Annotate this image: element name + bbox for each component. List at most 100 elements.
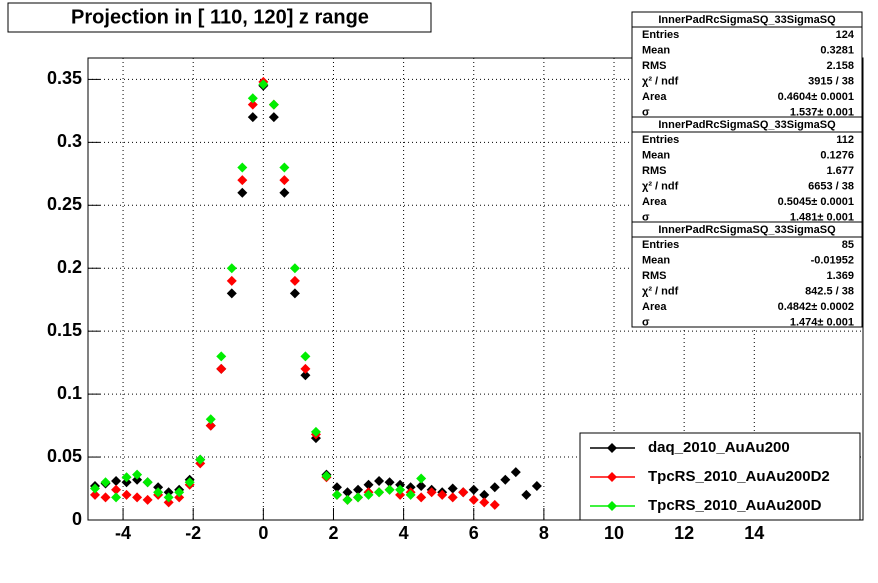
stats-value: -0.01952 <box>811 254 854 266</box>
data-point <box>142 477 153 488</box>
data-point <box>111 492 122 503</box>
data-point <box>416 492 427 503</box>
data-point <box>132 492 143 503</box>
data-point <box>163 487 174 498</box>
stats-label: Mean <box>642 149 670 161</box>
data-point <box>268 112 279 123</box>
data-point <box>247 112 258 123</box>
stats-value: 1.369 <box>826 270 854 282</box>
y-tick-label: 0.25 <box>47 194 82 214</box>
title-box <box>7 2 432 33</box>
data-point <box>247 93 258 104</box>
data-point <box>289 263 300 274</box>
stats-label: Mean <box>642 254 670 266</box>
x-tick-label: 6 <box>469 523 479 543</box>
data-point <box>247 99 258 110</box>
stats-label: χ² / ndf <box>642 180 679 192</box>
data-point <box>279 175 290 186</box>
data-point <box>405 489 416 500</box>
data-point <box>153 487 164 498</box>
data-point <box>395 484 406 495</box>
data-point <box>489 499 500 510</box>
data-point <box>405 482 416 493</box>
stats-label: Mean <box>642 44 670 56</box>
stats-value: 1.537± 0.001 <box>790 106 854 118</box>
data-point <box>531 481 542 492</box>
data-point <box>279 162 290 173</box>
data-point <box>174 492 185 503</box>
stats-label: σ <box>642 211 650 223</box>
data-point <box>342 494 353 505</box>
stats-label: Entries <box>642 29 679 41</box>
x-tick-label: 10 <box>604 523 624 543</box>
data-point <box>331 489 342 500</box>
data-point <box>374 475 385 486</box>
data-point <box>363 479 374 490</box>
data-point <box>226 288 237 299</box>
y-tick-label: 0.2 <box>57 257 82 277</box>
data-point <box>268 99 279 110</box>
y-tick-label: 0.05 <box>47 446 82 466</box>
data-point <box>300 351 311 362</box>
stats-label: σ <box>642 106 650 118</box>
data-point <box>289 288 300 299</box>
y-tick-label: 0 <box>72 509 82 529</box>
data-point <box>216 363 227 374</box>
y-tick-label: 0.15 <box>47 320 82 340</box>
data-point <box>279 187 290 198</box>
x-tick-label: 8 <box>539 523 549 543</box>
data-point <box>300 363 311 374</box>
data-point <box>237 187 248 198</box>
data-point <box>510 467 521 478</box>
y-tick-label: 0.1 <box>57 383 82 403</box>
x-tick-label: 14 <box>744 523 764 543</box>
data-point <box>163 497 174 508</box>
x-tick-label: -2 <box>185 523 201 543</box>
data-point <box>111 475 122 486</box>
data-point <box>363 489 374 500</box>
data-point <box>416 473 427 484</box>
data-point <box>132 474 143 485</box>
data-point <box>205 420 216 431</box>
legend-label: daq_2010_AuAu200 <box>648 439 790 456</box>
data-point <box>395 489 406 500</box>
stats-value: 3915 / 38 <box>808 75 854 87</box>
stats-label: χ² / ndf <box>642 75 679 87</box>
data-point <box>437 489 448 500</box>
data-point <box>163 492 174 503</box>
stats-value: 0.3281 <box>820 44 854 56</box>
stats-box <box>631 221 863 328</box>
data-point <box>121 472 132 483</box>
data-point <box>111 484 122 495</box>
data-point <box>226 263 237 274</box>
stats-value: 0.1276 <box>820 149 854 161</box>
chart-title: Projection in [ 110, 120] z range <box>71 6 369 28</box>
data-point <box>100 477 111 488</box>
data-point <box>489 482 500 493</box>
data-point <box>300 370 311 381</box>
stats-label: Area <box>642 91 667 103</box>
legend-marker <box>607 443 617 453</box>
data-point <box>142 494 153 505</box>
data-point <box>458 487 469 498</box>
data-point <box>153 482 164 493</box>
stats-value: 842.5 / 38 <box>805 285 854 297</box>
stats-title: InnerPadRcSigmaSQ_33SigmaSQ <box>658 119 836 131</box>
data-point <box>384 484 395 495</box>
x-tick-label: 4 <box>399 523 409 543</box>
data-point <box>426 487 437 498</box>
data-point <box>289 275 300 286</box>
stats-value: 1.474± 0.001 <box>790 316 854 328</box>
x-tick-label: 12 <box>674 523 694 543</box>
data-point <box>374 487 385 498</box>
data-point <box>258 79 269 90</box>
stats-value: 6653 / 38 <box>808 180 854 192</box>
stats-value: 0.4604± 0.0001 <box>778 91 854 103</box>
data-point <box>184 477 195 488</box>
data-point <box>195 454 206 465</box>
data-point <box>237 162 248 173</box>
legend-label: TpcRS_2010_AuAu200D2 <box>648 468 830 485</box>
data-point <box>353 484 364 495</box>
data-point <box>342 487 353 498</box>
